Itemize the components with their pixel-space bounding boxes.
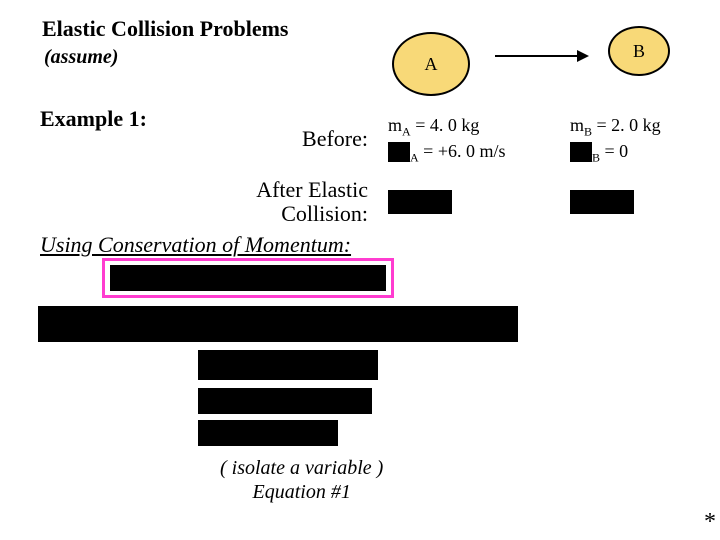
after-label: After ElasticCollision: <box>108 178 368 226</box>
vel-a-sub: A <box>410 150 419 164</box>
mass-a-value: mA = 4. 0 kg <box>388 114 558 140</box>
redaction-after-a <box>388 190 452 214</box>
redaction-line-1 <box>38 306 518 342</box>
page-title: Elastic Collision Problems <box>42 16 289 42</box>
redaction-vb-icon <box>570 142 592 162</box>
redaction-line-4 <box>198 420 338 446</box>
vel-b-sub: B <box>592 150 600 164</box>
before-data-a: mA = 4. 0 kg A = +6. 0 m/s <box>388 114 558 165</box>
mass-a-rest: = 4. 0 kg <box>411 115 480 135</box>
redaction-after-b <box>570 190 634 214</box>
vel-b-rest: = 0 <box>600 141 628 161</box>
conservation-heading: Using Conservation of Momentum: <box>40 232 351 258</box>
assume-label: (assume) <box>44 46 118 69</box>
redaction-line-3 <box>198 388 372 414</box>
vel-a-value: A = +6. 0 m/s <box>388 140 558 166</box>
mass-a-circle: A <box>392 32 470 96</box>
velocity-arrow-icon <box>495 55 587 57</box>
footnote-asterisk: * <box>704 509 716 536</box>
redaction-eq-main <box>110 265 386 291</box>
mass-b-label: B <box>633 41 645 62</box>
mass-a-sub: A <box>402 125 411 139</box>
isolate-line1: ( isolate a variable ) <box>220 456 383 480</box>
mass-a-var: m <box>388 115 402 135</box>
isolate-note: ( isolate a variable ) Equation #1 <box>220 456 383 504</box>
before-label: Before: <box>208 126 368 152</box>
vel-b-value: B = 0 <box>570 140 710 166</box>
mass-b-rest: = 2. 0 kg <box>592 115 661 135</box>
mass-b-circle: B <box>608 26 670 76</box>
mass-b-var: m <box>570 115 584 135</box>
mass-b-value: mB = 2. 0 kg <box>570 114 710 140</box>
before-data-b: mB = 2. 0 kg B = 0 <box>570 114 710 165</box>
isolate-line2: Equation #1 <box>220 480 383 504</box>
vel-a-rest: = +6. 0 m/s <box>419 141 506 161</box>
mass-b-sub: B <box>584 125 592 139</box>
mass-a-label: A <box>425 54 438 75</box>
example-heading: Example 1: <box>40 106 147 132</box>
redaction-va-icon <box>388 142 410 162</box>
redaction-line-2 <box>198 350 378 380</box>
